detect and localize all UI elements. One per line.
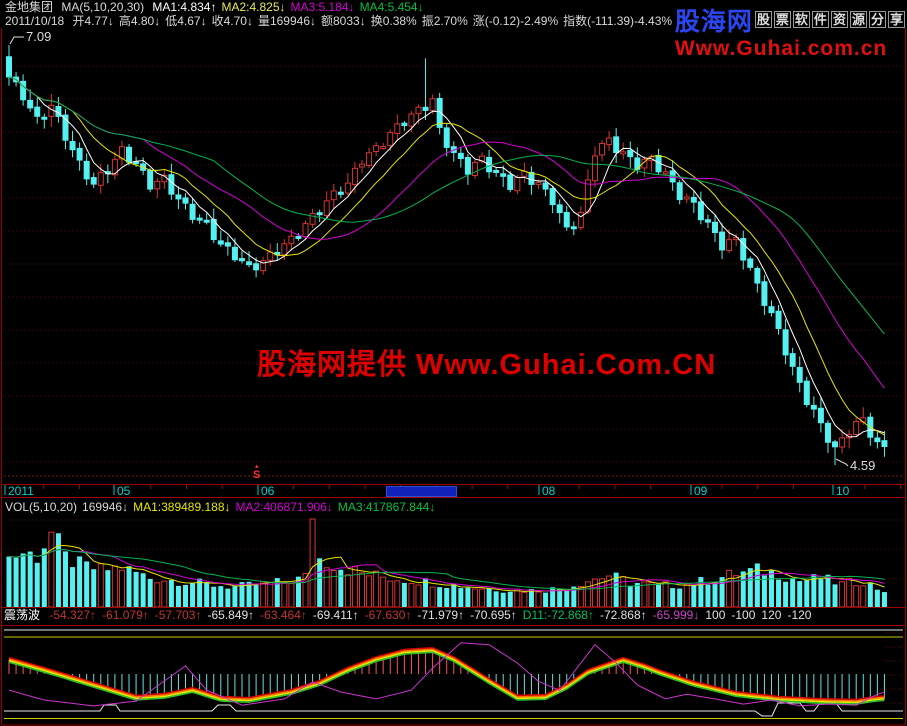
volume-ma-value: VOL(5,10,20) [5, 500, 78, 514]
oscillator-value: 120 [761, 608, 782, 622]
site-logo-tagline: 股票软件资源分享 [753, 11, 905, 29]
tagline-char: 分 [868, 11, 886, 28]
quote-field: 涨(-0.12)-2.49% [472, 14, 559, 28]
oscillator-value: -71.979↑ [417, 608, 465, 622]
axis-label: 08 [542, 484, 556, 498]
quote-field: 量169946↓ [257, 14, 316, 28]
site-logo-name: 股海网 [674, 8, 753, 36]
ma-param-label: MA(5,10,20,30) [61, 0, 145, 14]
tagline-char: 件 [811, 11, 829, 28]
volume-ma-value: MA1:389489.188↓ [133, 500, 231, 514]
oscillator-value: 100 [705, 608, 726, 622]
oscillator-value: D11:-72.868↑ [522, 608, 594, 622]
signal-arrow-icon: ▴ [255, 463, 259, 470]
tagline-char: 票 [773, 11, 791, 28]
quote-field: 振2.70% [421, 14, 468, 28]
header-ma-line: 金地集团 MA(5,10,20,30) MA1:4.834↑ MA2:4.825↓… [5, 1, 429, 14]
oscillator-value: -69.411↑ [312, 608, 359, 622]
low-price-annotation: 4.59 [850, 458, 875, 473]
volume-ma-value: MA3:417867.844↓ [337, 500, 436, 514]
oscillator-value: -72.868↑ [599, 608, 647, 622]
oscillator-value: -100 [731, 608, 756, 622]
ma-value: MA4:5.454↓ [359, 0, 424, 14]
volume-ma-value: 169946↓ [82, 500, 129, 514]
quote-field: 换0.38% [370, 14, 417, 28]
high-price-annotation: 7.09 [26, 29, 51, 44]
oscillator-value: -67.630↑ [364, 608, 412, 622]
oscillator-value: -70.695↑ [470, 608, 517, 622]
quote-field: 低4.67↓ [165, 14, 207, 28]
tagline-char: 软 [792, 11, 810, 28]
quote-field: 指数(-111.39)-4.43% [563, 14, 673, 28]
quote-date: 2011/10/18 [5, 14, 65, 28]
axis-label: 09 [694, 484, 708, 498]
oscillator-value: -57.703↑ [154, 608, 202, 622]
tagline-char: 源 [849, 11, 867, 28]
quote-field: 高4.80↓ [118, 14, 161, 28]
sell-signal-marker: S [253, 469, 261, 481]
stock-title: 金地集团 [5, 0, 54, 14]
ma-value: MA2:4.825↓ [221, 0, 286, 14]
ma-value: MA3:5.184↓ [290, 0, 355, 14]
axis-selection-thumb[interactable] [386, 486, 457, 497]
watermark-text: 股海网提供 Www.Guhai.Com.CN [257, 349, 717, 381]
volume-indicator-line: VOL(5,10,20) 169946↓ MA1:389489.188↓ MA2:40… [5, 501, 440, 514]
quote-field: 开4.77↓ [72, 14, 114, 28]
tagline-char: 享 [887, 11, 905, 28]
tagline-char: 股 [754, 11, 772, 28]
site-logo: 股海网 股票软件资源分享 Www.Guhai.com.cn [675, 2, 905, 59]
axis-label: 2011 [8, 484, 34, 498]
axis-label: 05 [117, 484, 131, 498]
ma-value: MA1:4.834↑ [152, 0, 217, 14]
quote-field: 额8033↓ [321, 14, 366, 28]
oscillator-value: -54.327↑ [49, 608, 97, 622]
axis-label: 10 [836, 484, 850, 498]
axis-label: 06 [261, 484, 275, 498]
oscillator-indicator-line: 震荡波 -54.327↑ -61.079↑ -57.703↑ -65.849↑ -63.… [4, 609, 817, 622]
volume-ma-value: MA2:406871.906↓ [235, 500, 333, 514]
oscillator-name: 震荡波 [4, 608, 41, 622]
oscillator-value: -63.464↑ [260, 608, 307, 622]
oscillator-value: -65.849↑ [207, 608, 255, 622]
site-logo-url: Www.Guhai.com.cn [674, 37, 888, 60]
quote-line: 2011/10/18 开4.77↓ 高4.80↓ 低4.67↓ 收4.70↓ 量1699… [5, 15, 677, 28]
oscillator-value: -61.079↑ [102, 608, 149, 622]
oscillator-value: -65.999↓ [652, 608, 700, 622]
quote-field: 收4.70↓ [211, 14, 253, 28]
tagline-char: 资 [830, 11, 848, 28]
oscillator-value: -120 [787, 608, 812, 622]
